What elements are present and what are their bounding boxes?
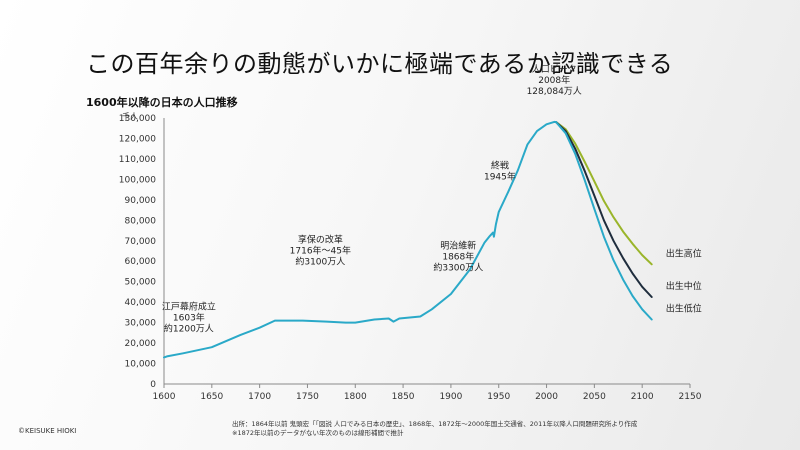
y-tick-label: 40,000 — [125, 298, 157, 308]
x-tick-label: 1600 — [153, 392, 176, 402]
copyright-text: ©KEISUKE HIOKI — [18, 427, 77, 435]
series-label: 出生高位 — [666, 247, 702, 259]
annotation-text: 1603年 — [173, 311, 205, 323]
x-tick-label: 2150 — [679, 392, 702, 402]
annotation-text: 1868年 — [442, 250, 474, 262]
annotation-text: 人口ピーク — [532, 64, 577, 75]
source-line: 出所：1864年以前 鬼頭宏「「図説 人口でみる日本の歴史」、1868年、187… — [232, 420, 638, 428]
x-tick-label: 1800 — [344, 392, 367, 402]
x-tick-label: 1950 — [487, 392, 510, 402]
y-tick-label: 50,000 — [125, 278, 157, 288]
y-tick-label: 130,000 — [119, 114, 156, 124]
y-tick-label: 0 — [150, 380, 156, 390]
source-note: 出所：1864年以前 鬼頭宏「「図説 人口でみる日本の歴史」、1868年、187… — [232, 420, 637, 438]
series-label: 出生中位 — [666, 280, 702, 292]
y-tick-label: 70,000 — [125, 237, 157, 247]
annotation-text: 江戸幕府成立 — [162, 300, 216, 312]
x-tick-label: 1700 — [248, 392, 271, 402]
y-axis-unit-label: 千人 — [122, 111, 138, 121]
y-tick-label: 30,000 — [125, 319, 157, 329]
y-tick-label: 110,000 — [119, 155, 156, 165]
annotation-text: 1945年 — [484, 171, 516, 183]
x-tick-label: 1750 — [296, 392, 319, 402]
y-tick-label: 60,000 — [125, 257, 157, 267]
series-line-2 — [555, 121, 653, 298]
chart-title: 1600年以降の日本の人口推移 — [86, 96, 238, 109]
slide-title: この百年余りの動態がいかに極端であるか認識できる — [86, 50, 674, 78]
y-tick-label: 90,000 — [125, 196, 157, 206]
annotation-text: 明治維新 — [440, 239, 476, 251]
source-line: ※1872年以前のデータがない年次のものは線形補間で推計 — [232, 429, 404, 437]
series-line-3 — [555, 121, 653, 321]
annotation-text: 終戦 — [491, 160, 509, 172]
x-tick-label: 1900 — [439, 392, 462, 402]
x-tick-label: 2000 — [535, 392, 558, 402]
x-tick-label: 2100 — [631, 392, 654, 402]
series-label: 出生低位 — [666, 303, 702, 315]
y-tick-label: 120,000 — [119, 134, 156, 144]
annotation-text: 約1200万人 — [164, 322, 214, 334]
annotation-text: 2008年 — [538, 74, 570, 86]
x-tick-label: 2050 — [583, 392, 606, 402]
annotation-text: 1716年～45年 — [290, 245, 351, 257]
y-tick-label: 80,000 — [125, 216, 157, 226]
annotation-text: 享保の改革 — [298, 234, 343, 246]
x-tick-label: 1850 — [392, 392, 415, 402]
series-line-historical — [163, 120, 558, 359]
annotation-text: 約3300万人 — [433, 261, 483, 273]
y-tick-label: 100,000 — [119, 175, 156, 185]
annotation-text: 128,084万人 — [527, 86, 582, 97]
y-tick-label: 10,000 — [125, 360, 157, 370]
x-tick-label: 1650 — [200, 392, 223, 402]
y-tick-label: 20,000 — [125, 339, 157, 349]
series-line-1 — [555, 121, 653, 266]
annotation-text: 約3100万人 — [295, 256, 345, 268]
